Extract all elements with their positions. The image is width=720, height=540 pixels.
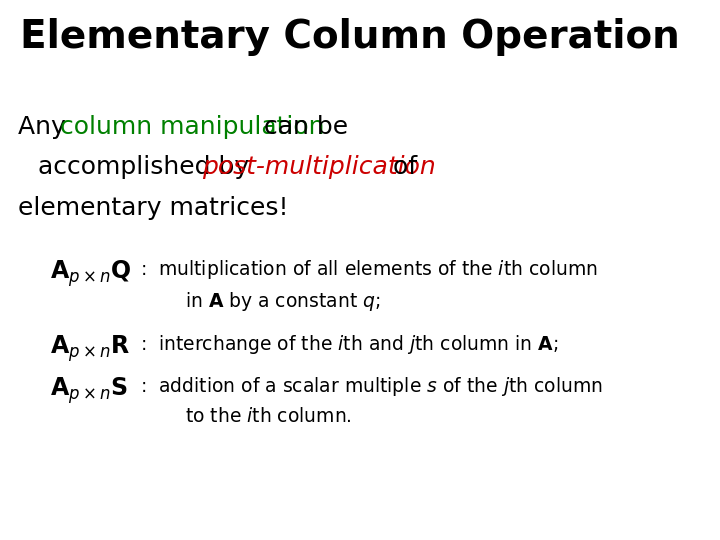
Text: $\mathbf{A}_{p\times n}\mathbf{R}$: $\mathbf{A}_{p\times n}\mathbf{R}$: [50, 333, 130, 364]
Text: :  multiplication of all elements of the $i$th column: : multiplication of all elements of the …: [140, 258, 598, 281]
Text: $\mathbf{A}_{p\times n}\mathbf{S}$: $\mathbf{A}_{p\times n}\mathbf{S}$: [50, 375, 128, 406]
Text: :  interchange of the $i$th and $j$th column in $\mathbf{A}$;: : interchange of the $i$th and $j$th col…: [140, 333, 559, 356]
Text: can be: can be: [256, 115, 348, 139]
Text: post-multiplication: post-multiplication: [202, 155, 436, 179]
Text: column manipulation: column manipulation: [60, 115, 325, 139]
Text: elementary matrices!: elementary matrices!: [18, 196, 289, 220]
Text: accomplished by: accomplished by: [38, 155, 257, 179]
Text: of: of: [385, 155, 417, 179]
Text: Elementary Column Operation: Elementary Column Operation: [20, 18, 680, 56]
Text: in $\mathbf{A}$ by a constant $q$;: in $\mathbf{A}$ by a constant $q$;: [185, 290, 380, 313]
Text: Any: Any: [18, 115, 73, 139]
Text: to the $i$th column.: to the $i$th column.: [185, 407, 352, 426]
Text: $\mathbf{A}_{p\times n}\mathbf{Q}$: $\mathbf{A}_{p\times n}\mathbf{Q}$: [50, 258, 131, 289]
Text: :  addition of a scalar multiple $s$ of the $j$th column: : addition of a scalar multiple $s$ of t…: [140, 375, 603, 398]
